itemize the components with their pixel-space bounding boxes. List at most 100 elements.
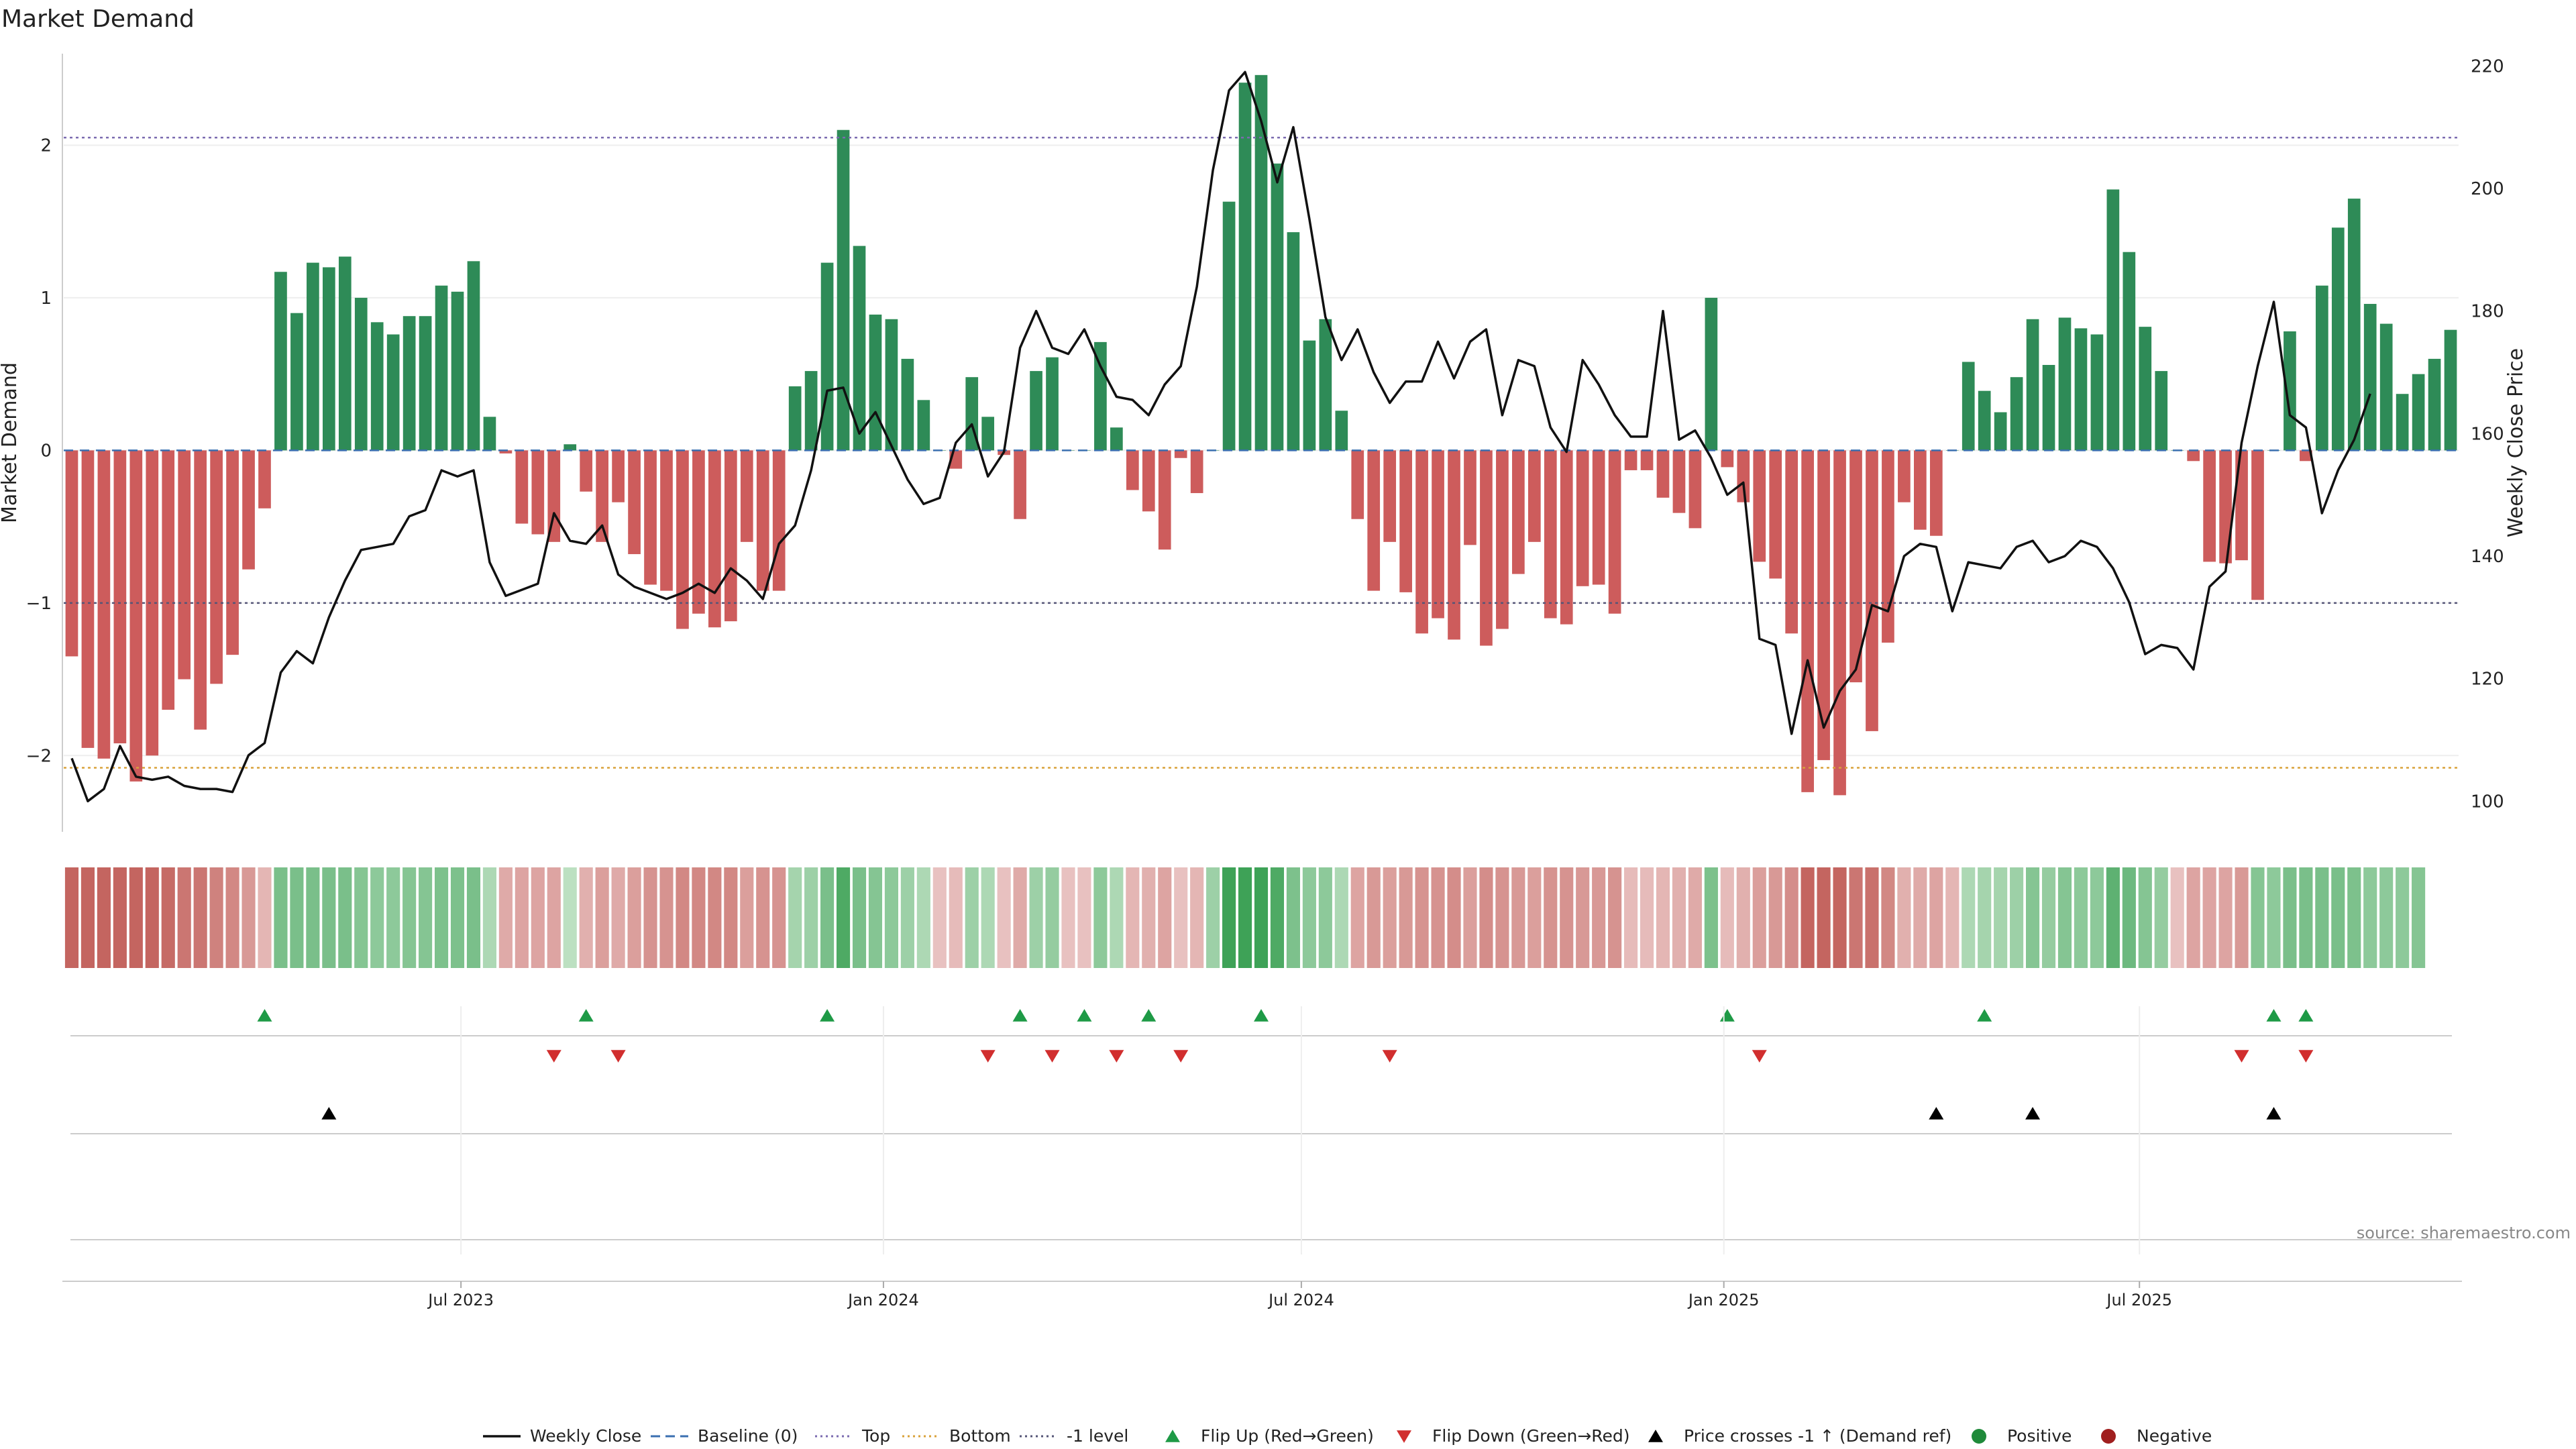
demand-bar <box>402 316 416 451</box>
demand-bar <box>1480 450 1493 646</box>
strip-cell <box>708 867 722 968</box>
demand-bar <box>724 450 737 622</box>
demand-bar <box>1222 201 1236 451</box>
demand-bar <box>2428 358 2441 451</box>
strip-cell <box>2347 867 2361 968</box>
demand-bar <box>1383 450 1397 542</box>
strip-cell <box>1399 867 1413 968</box>
demand-bar <box>2284 331 2296 451</box>
strip-cell <box>241 867 256 968</box>
demand-bar <box>644 450 657 585</box>
demand-bar <box>65 450 78 657</box>
demand-bar <box>612 450 625 502</box>
demand-bar <box>853 246 866 451</box>
demand-bar <box>290 313 303 451</box>
demand-bar <box>901 358 914 451</box>
demand-bar <box>1929 450 1943 536</box>
strip-cell <box>2363 867 2377 968</box>
strip-cell <box>1254 867 1269 968</box>
strip-cell <box>2122 867 2136 968</box>
flip-markers-panel <box>70 1009 2452 1063</box>
strip-cell <box>515 867 529 968</box>
strip-cell <box>2186 867 2200 968</box>
demand-bar <box>1432 450 1444 619</box>
chart-title: Market Demand <box>1 5 195 33</box>
demand-bar <box>1978 390 1991 451</box>
weekly-close-line <box>70 70 2371 803</box>
demand-bar <box>837 129 850 451</box>
strip-cell <box>2396 867 2410 968</box>
strip-cell <box>322 867 336 968</box>
y-left-tick-label: 1 <box>40 288 52 309</box>
demand-bar <box>1496 450 1509 629</box>
strip-cell <box>643 867 657 968</box>
strip-cell <box>1817 867 1831 968</box>
strip-cell <box>627 867 641 968</box>
demand-bar <box>740 450 753 542</box>
demand-bar <box>531 450 545 535</box>
demand-bar <box>483 417 496 451</box>
strip-cell <box>1126 867 1140 968</box>
flip-down-marker <box>1382 1050 1397 1063</box>
strip-cell <box>772 867 786 968</box>
strip-cell <box>498 867 513 968</box>
flip-up-marker <box>1719 1009 1735 1022</box>
demand-bar <box>2363 304 2377 451</box>
legend-label: Weekly Close <box>530 1426 641 1446</box>
flip-up-marker <box>2266 1009 2282 1022</box>
strip-cell <box>531 867 545 968</box>
strip-cell <box>659 867 674 968</box>
strip-cell <box>820 867 835 968</box>
flip-up-marker <box>820 1009 835 1022</box>
demand-bar <box>1801 450 1814 792</box>
strip-cell <box>1511 867 1525 968</box>
demand-bar <box>129 450 143 782</box>
strip-cell <box>2154 867 2168 968</box>
legend-label: -1 level <box>1067 1426 1128 1446</box>
strip-cell <box>1640 867 1654 968</box>
strip-cell <box>1576 867 1590 968</box>
flip-up-marker <box>578 1009 594 1022</box>
demand-bar <box>2315 285 2328 451</box>
strip-cell <box>756 867 770 968</box>
demand-bar <box>1544 450 1557 619</box>
demand-bar <box>1898 450 1911 502</box>
demand-bar <box>676 450 689 629</box>
demand-bar <box>2396 394 2409 451</box>
strip-cell <box>740 867 754 968</box>
strip-cell <box>113 867 127 968</box>
demand-bar <box>1271 163 1284 451</box>
strip-cell <box>225 867 239 968</box>
flip-up-marker <box>1012 1009 1028 1022</box>
strip-cell <box>1302 867 1316 968</box>
demand-bar <box>708 450 721 628</box>
flip-down-marker <box>546 1050 561 1063</box>
strip-cell <box>274 867 288 968</box>
demand-bar <box>1415 450 1428 634</box>
demand-bar <box>1174 450 1187 458</box>
strip-cell <box>547 867 561 968</box>
demand-bar <box>1351 450 1364 519</box>
demand-bar <box>2187 450 2200 462</box>
demand-bar <box>2026 319 2039 451</box>
demand-bar <box>692 450 705 614</box>
demand-bar <box>788 386 802 451</box>
strip-cell <box>1093 867 1108 968</box>
demand-bar <box>338 256 352 451</box>
strip-cell <box>1110 867 1124 968</box>
strip-cell <box>306 867 320 968</box>
strip-cell <box>997 867 1011 968</box>
strip-cell <box>209 867 223 968</box>
demand-bar <box>370 322 384 451</box>
demand-bar <box>451 291 464 451</box>
demand-bar <box>1464 450 1477 545</box>
demand-bar <box>580 450 593 492</box>
strip-cell <box>965 867 979 968</box>
legend-swatch <box>2101 1429 2116 1444</box>
flip-down-marker <box>980 1050 996 1063</box>
flip-up-marker <box>1977 1009 1992 1022</box>
demand-bar <box>1254 74 1268 451</box>
demand-bar <box>1190 450 1203 494</box>
strip-cell <box>1158 867 1172 968</box>
